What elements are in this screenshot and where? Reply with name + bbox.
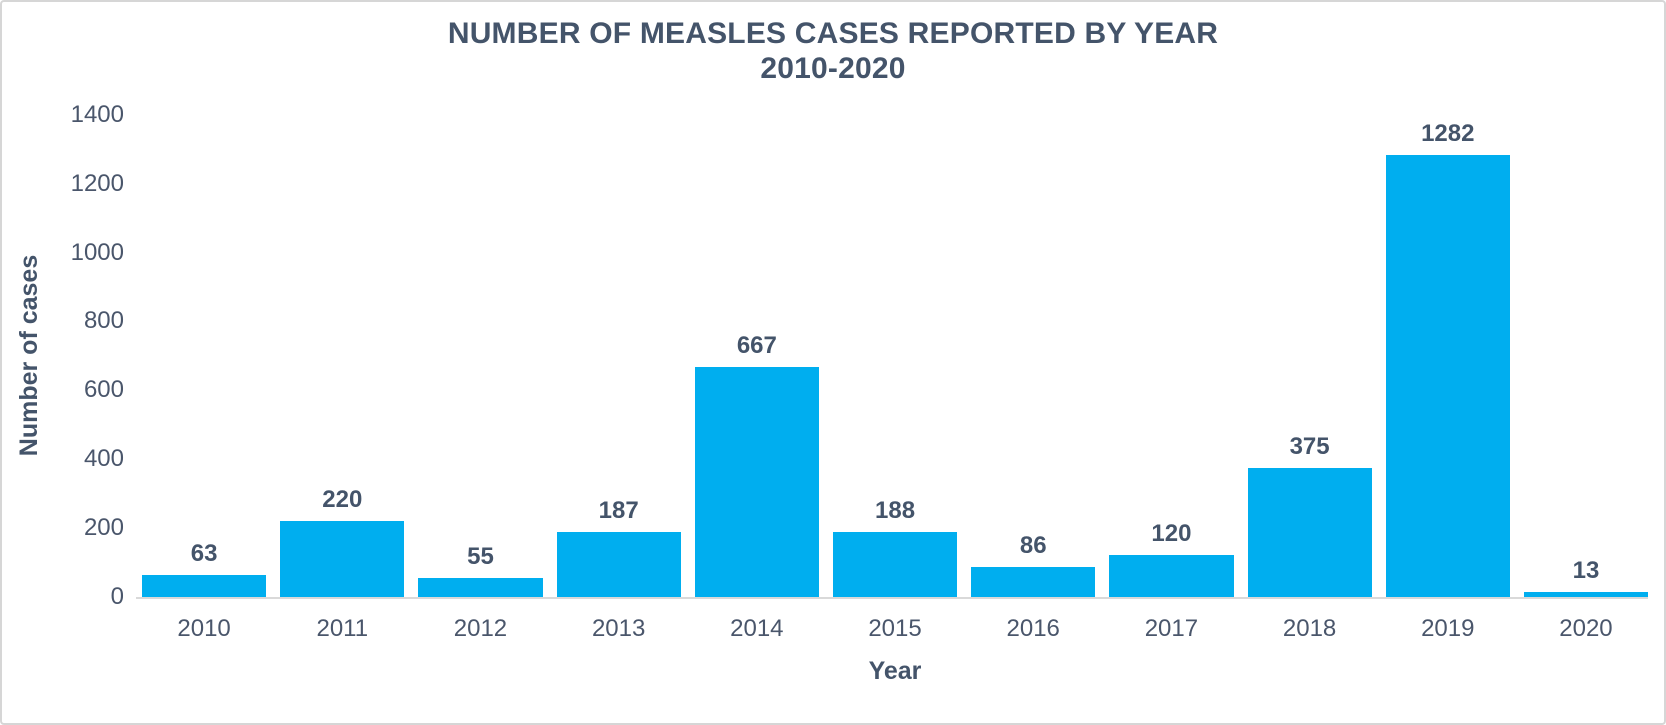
x-tick-2014: 2014 (730, 614, 784, 642)
bar-group-2011: 220 (280, 115, 405, 597)
y-tick-400: 400 (83, 445, 124, 473)
chart-area: Number of cases 0 200 400 600 800 1000 1200 140… (2, 101, 1664, 686)
bar-group-2020: 13 (1523, 115, 1649, 597)
bar-value-2015: 188 (875, 497, 916, 525)
y-tick-1400: 1400 (70, 100, 124, 128)
bar-value-2013: 187 (598, 497, 639, 525)
bar-group-2010: 63 (142, 115, 267, 597)
x-tick-2015: 2015 (868, 614, 922, 642)
bar-group-2014: 667 (694, 115, 819, 597)
x-tick-2019: 2019 (1421, 614, 1475, 642)
bar-value-2019: 1282 (1421, 120, 1475, 148)
x-tick-2017: 2017 (1144, 614, 1199, 642)
bar-value-2016: 86 (1019, 532, 1047, 560)
bar-2011 (280, 521, 405, 597)
bar-2018 (1247, 467, 1372, 597)
bar-group-2017: 120 (1109, 115, 1234, 597)
bar-value-2017: 120 (1151, 520, 1192, 548)
y-tick-800: 800 (83, 307, 124, 335)
x-tick-2012: 2012 (453, 614, 508, 642)
bar-value-2018: 375 (1289, 432, 1330, 460)
y-axis-title-container: Number of cases (2, 115, 58, 597)
x-axis-line (136, 596, 1648, 599)
y-tick-1200: 1200 (70, 169, 124, 197)
x-tick-2010: 2010 (177, 614, 231, 642)
chart-title: NUMBER OF MEASLES CASES REPORTED BY YEAR (447, 17, 1219, 50)
bar-2019 (1385, 155, 1510, 597)
x-tick-2018: 2018 (1282, 614, 1337, 642)
y-tick-1000: 1000 (70, 238, 124, 266)
bar-value-2011: 220 (322, 486, 363, 514)
plot-area: 63 220 55 187 667 188 86 120 375 1282 13 (136, 115, 1649, 599)
bar-2020 (1523, 592, 1649, 597)
y-tick-0: 0 (110, 582, 124, 610)
bar-2016 (971, 567, 1096, 597)
bar-value-2014: 667 (736, 332, 777, 360)
bar-2017 (1109, 555, 1234, 597)
x-tick-2011: 2011 (316, 614, 369, 642)
bar-group-2016: 86 (971, 115, 1096, 597)
bar-2014 (694, 367, 819, 597)
x-tick-2020: 2020 (1559, 614, 1613, 642)
y-axis-ticks: 0 200 400 600 800 1000 1200 1400 (58, 101, 142, 610)
bar-group-2018: 375 (1247, 115, 1372, 597)
bar-2012 (418, 577, 543, 597)
bar-group-2015: 188 (832, 115, 958, 597)
x-axis-title: Year (868, 656, 922, 685)
bar-value-2020: 13 (1572, 557, 1600, 585)
bar-value-2010: 63 (190, 540, 218, 568)
bar-group-2012: 55 (418, 115, 543, 597)
x-tick-2013: 2013 (591, 614, 646, 642)
chart-subtitle: 2010-2020 (760, 52, 906, 86)
bar-value-2012: 55 (467, 542, 494, 570)
bar-2015 (832, 532, 958, 597)
x-axis-ticks: 2010 2011 2012 2013 2014 2015 2016 2017 2018 2019… (142, 597, 1648, 643)
x-tick-2016: 2016 (1006, 614, 1060, 642)
bar-2013 (556, 532, 681, 597)
bar-group-2019: 1282 (1385, 115, 1510, 597)
bar-group-2013: 187 (556, 115, 681, 597)
chart-title-block: NUMBER OF MEASLES CASES REPORTED BY YEAR… (2, 2, 1664, 87)
plot-column: 63 220 55 187 667 188 86 120 375 1282 13 2010 2011 2… (136, 115, 1649, 686)
y-tick-600: 600 (83, 376, 124, 404)
bar-2010 (142, 575, 267, 597)
y-tick-200: 200 (83, 513, 124, 541)
y-axis-title: Number of cases (15, 255, 44, 457)
